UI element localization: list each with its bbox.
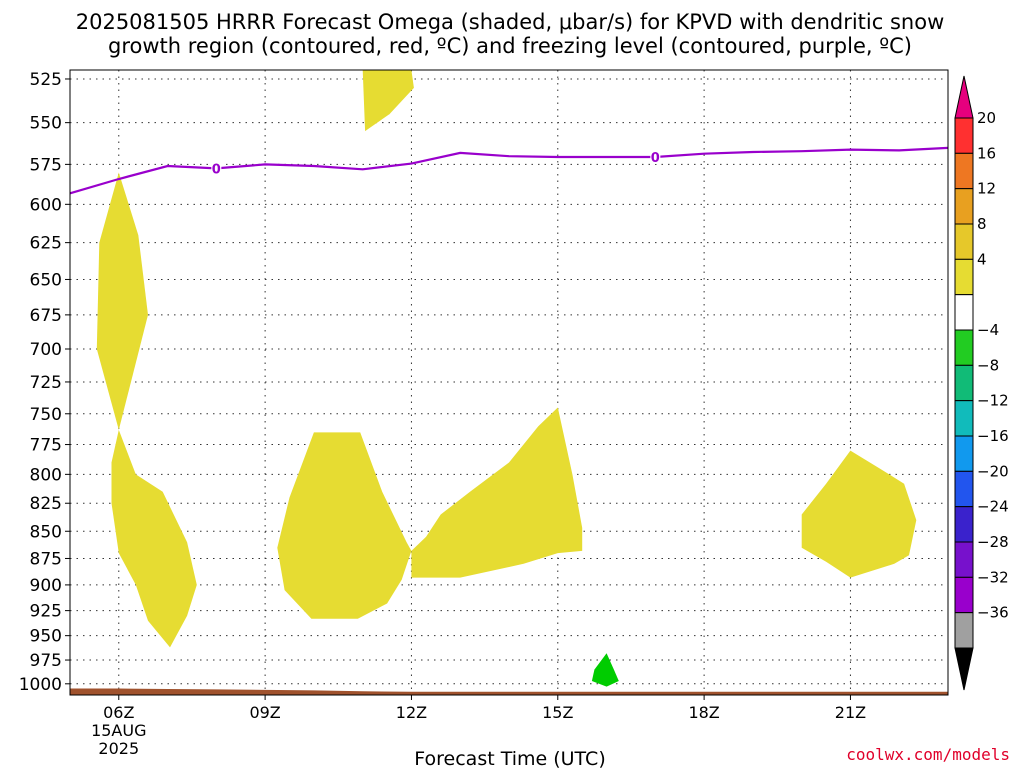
x-tick-label: 18Z bbox=[688, 703, 719, 722]
omega-region-06z-column-top bbox=[96, 172, 148, 430]
freezing-level-label-bg bbox=[211, 161, 222, 176]
colorbar-label: −32 bbox=[977, 568, 1009, 586]
y-tick-label: 775 bbox=[30, 436, 62, 456]
colorbar-swatch bbox=[954, 506, 974, 543]
colorbar-swatch bbox=[954, 576, 974, 614]
x-tick-label: 12Z bbox=[396, 703, 427, 722]
colorbar-label: −4 bbox=[977, 321, 999, 339]
colorbar-label: 8 bbox=[977, 215, 987, 233]
y-tick-label: 600 bbox=[30, 195, 62, 215]
colorbar-label: −24 bbox=[977, 498, 1009, 516]
y-tick-label: 525 bbox=[30, 70, 62, 90]
chart-title-line2: growth region (contoured, red, ºC) and f… bbox=[108, 34, 912, 58]
colorbar-label: −16 bbox=[977, 427, 1009, 445]
y-tick-label: 900 bbox=[30, 576, 62, 596]
y-tick-label: 700 bbox=[30, 340, 62, 360]
y-tick-label: 875 bbox=[30, 549, 62, 569]
colorbar: 20 16 12 8 4 −4 −8 −12 −16 −20 −24 −28 −32 −36 bbox=[954, 75, 1009, 691]
colorbar-label: 4 bbox=[977, 250, 987, 268]
plot-frame bbox=[69, 69, 949, 696]
colorbar-swatch bbox=[954, 364, 974, 402]
colorbar-label: 20 bbox=[977, 109, 996, 127]
y-tick-label: 675 bbox=[30, 306, 62, 326]
y-tick-label: 550 bbox=[30, 114, 62, 134]
y-tick-label: 800 bbox=[30, 465, 62, 485]
x-tick-label: 06Z bbox=[103, 703, 134, 722]
omega-region-east-lobe bbox=[411, 407, 583, 578]
omega-region-upper-lobe bbox=[362, 70, 414, 132]
x-tick-date: 15AUG bbox=[91, 721, 146, 740]
colorbar-swatch bbox=[954, 400, 974, 437]
colorbar-label: −36 bbox=[977, 604, 1009, 622]
credit-text: coolwx.com/models bbox=[846, 745, 1010, 764]
colorbar-label: −12 bbox=[977, 392, 1009, 410]
colorbar-label: 16 bbox=[977, 144, 996, 162]
y-tick-label: 625 bbox=[30, 234, 62, 254]
omega-region-green-cell bbox=[591, 653, 619, 687]
x-tick-label: 15Z bbox=[542, 703, 573, 722]
colorbar-swatch bbox=[954, 152, 974, 190]
y-tick-label: 850 bbox=[30, 522, 62, 542]
y-tick-label: 750 bbox=[30, 405, 62, 425]
colorbar-swatch bbox=[954, 258, 974, 296]
chart-title-line1: 2025081505 HRRR Forecast Omega (shaded, … bbox=[76, 10, 945, 34]
colorbar-label: −8 bbox=[977, 356, 999, 374]
colorbar-swatch bbox=[954, 188, 974, 225]
x-tick-label: 09Z bbox=[249, 703, 280, 722]
y-tick-label: 575 bbox=[30, 155, 62, 175]
freezing-level-label: 0 bbox=[651, 151, 660, 166]
y-tick-label: 825 bbox=[30, 494, 62, 514]
colorbar-swatch bbox=[954, 470, 974, 508]
y-tick-label: 975 bbox=[30, 651, 62, 671]
colorbar-top-arrow bbox=[954, 75, 974, 119]
plot-area: 0 0 525 550 575 600 625 650 675 700 725 750 775 800 82… bbox=[19, 69, 949, 758]
freezing-level-label: 0 bbox=[212, 162, 221, 177]
omega-shading bbox=[96, 70, 917, 687]
colorbar-swatch bbox=[954, 435, 974, 472]
omega-region-06z-column-bottom bbox=[111, 429, 197, 648]
x-tick-label: 21Z bbox=[835, 703, 866, 722]
y-tick-label: 1000 bbox=[19, 675, 62, 695]
y-tick-label: 950 bbox=[30, 627, 62, 647]
colorbar-swatch bbox=[954, 117, 974, 154]
colorbar-bottom-arrow bbox=[954, 647, 974, 691]
x-tick-year: 2025 bbox=[98, 739, 139, 758]
omega-region-mid-lobe bbox=[277, 432, 412, 619]
colorbar-label: −28 bbox=[977, 533, 1009, 551]
colorbar-swatch bbox=[954, 612, 974, 649]
terrain-band bbox=[70, 688, 948, 695]
y-tick-label: 925 bbox=[30, 602, 62, 622]
y-tick-label: 650 bbox=[30, 270, 62, 290]
omega-region-21z-lobe bbox=[801, 450, 917, 578]
colorbar-swatch bbox=[954, 294, 974, 331]
colorbar-label: 12 bbox=[977, 180, 996, 198]
x-axis-title: Forecast Time (UTC) bbox=[414, 748, 605, 768]
freezing-level-line bbox=[69, 146, 949, 195]
colorbar-swatch bbox=[954, 223, 974, 260]
colorbar-swatch bbox=[954, 541, 974, 578]
colorbar-swatch bbox=[954, 329, 974, 366]
colorbar-label: −20 bbox=[977, 462, 1009, 480]
y-tick-label: 725 bbox=[30, 373, 62, 393]
freezing-level-label-bg bbox=[650, 149, 661, 164]
grid-lines bbox=[70, 70, 948, 695]
